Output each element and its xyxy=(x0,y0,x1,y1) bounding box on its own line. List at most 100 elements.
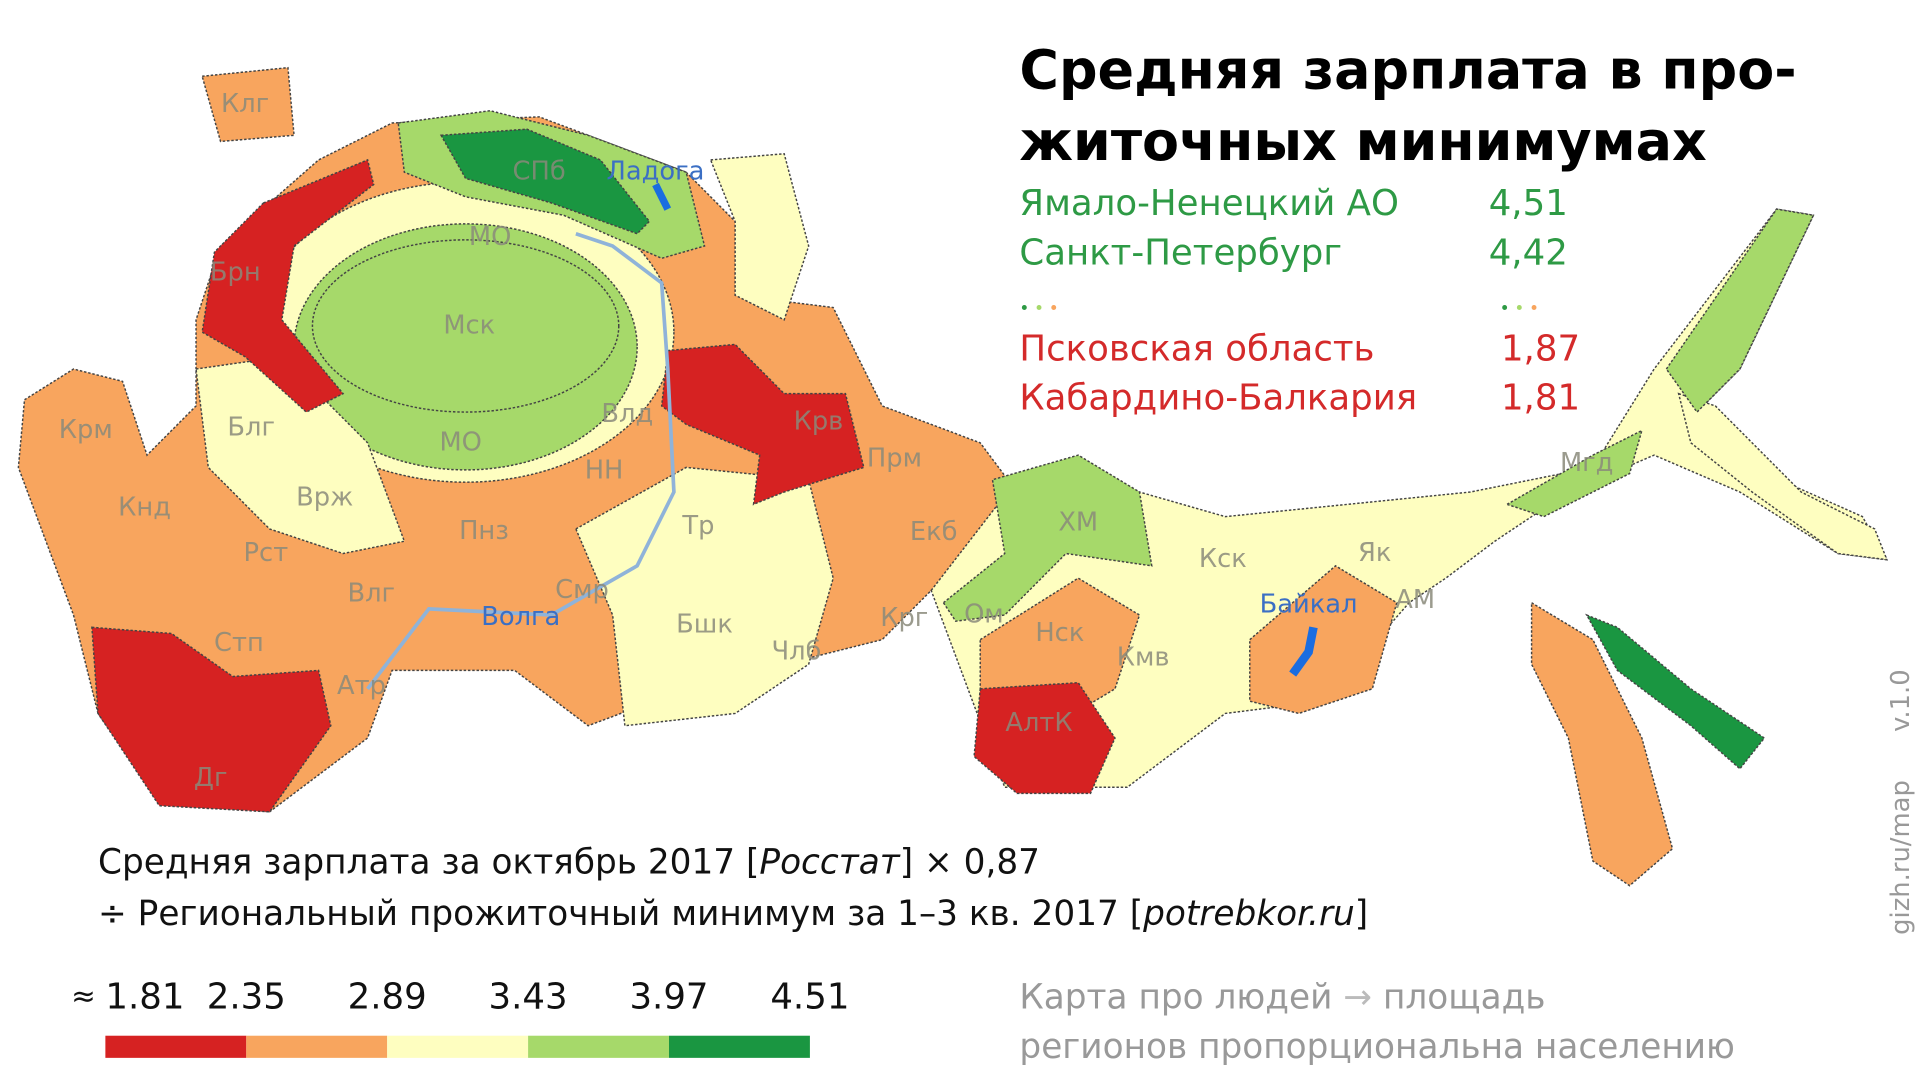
region xyxy=(660,343,865,506)
region xyxy=(1677,392,1889,561)
region xyxy=(1249,564,1398,715)
region-label: Брн xyxy=(210,258,261,288)
footnote: Средняя зарплата за октябрь 2017 [Росста… xyxy=(98,842,1040,882)
region-label: Ом xyxy=(964,600,1004,630)
region-label: МО xyxy=(469,222,511,252)
top-name: Санкт-Петербург xyxy=(1019,232,1342,273)
region-label: Стп xyxy=(214,628,264,658)
top-name: Кабардино-Балкария xyxy=(1019,378,1417,419)
side-note-text: регионов пропорциональна населению xyxy=(1019,1027,1734,1067)
region-label: Смр xyxy=(555,575,609,605)
legend-swatch xyxy=(105,1035,247,1058)
region-label: Кнд xyxy=(118,492,171,522)
region-label: Бшк xyxy=(676,609,733,639)
region-label: Тр xyxy=(681,511,714,541)
region-label: Крг xyxy=(880,603,928,633)
footnote-text: ] × 0,87 xyxy=(900,842,1040,882)
legend-swatch xyxy=(246,1035,388,1058)
region-label: Кск xyxy=(1199,544,1247,574)
title: Средняя зарплата в про- xyxy=(1019,38,1796,101)
region xyxy=(942,454,1153,622)
legend-tick: 4.51 xyxy=(770,977,849,1018)
region-label: Атр xyxy=(337,671,386,701)
top-value: 4,51 xyxy=(1489,183,1568,224)
region xyxy=(574,466,834,727)
region-label: Клг xyxy=(221,89,269,119)
region xyxy=(311,239,620,413)
water-label: Волга xyxy=(481,602,560,632)
legend-swatch xyxy=(668,1035,810,1058)
footnote-text: ÷ Региональный прожиточный минимум за 1–… xyxy=(98,894,1143,934)
region-label: Влд xyxy=(601,399,653,429)
region-label: Кмв xyxy=(1117,643,1170,673)
region-label: АМ xyxy=(1395,585,1435,615)
region xyxy=(439,128,651,235)
region-label: Дг xyxy=(194,763,228,793)
region xyxy=(201,158,375,413)
legend: ≈1.81 2.35 2.89 3.43 3.97 4.51 xyxy=(71,977,849,1058)
top-value: 1,87 xyxy=(1501,328,1580,369)
map: Клг СПб Ладога МО Брн Мск Крм Блг Влд Кр… xyxy=(17,66,1889,887)
region xyxy=(709,152,810,321)
river xyxy=(366,231,676,690)
side-note-text: площадь xyxy=(1383,978,1546,1018)
region xyxy=(195,355,406,555)
legend-swatch xyxy=(387,1035,529,1058)
region-label: Як xyxy=(1358,538,1391,568)
region-label: СПб xyxy=(513,157,566,187)
side-note-text: Карта про людей xyxy=(1019,978,1332,1018)
region xyxy=(1585,613,1766,770)
lake xyxy=(1289,626,1318,677)
top-value: 4,42 xyxy=(1489,232,1568,273)
footnote-source: potrebkor.ru xyxy=(1142,894,1355,934)
top-name: Псковская область xyxy=(1019,328,1374,369)
footnote: ÷ Региональный прожиточный минимум за 1–… xyxy=(98,894,1368,934)
region-label: Екб xyxy=(910,517,958,547)
footnote-text: ] xyxy=(1355,894,1368,934)
legend-tick: 2.89 xyxy=(348,977,427,1018)
region xyxy=(973,681,1116,795)
region-label: НН xyxy=(585,456,624,486)
region-label: МО xyxy=(439,427,481,457)
region-label: Прм xyxy=(867,443,922,473)
region-label: ХМ xyxy=(1058,507,1098,537)
water-label: Байкал xyxy=(1260,590,1358,620)
region-label: Влг xyxy=(347,579,395,609)
region-label: Врж xyxy=(296,483,353,513)
top-name: Ямало-Ненецкий АО xyxy=(1019,183,1399,224)
footnote-text: Средняя зарплата за октябрь 2017 [ xyxy=(98,842,759,882)
region xyxy=(1505,429,1644,518)
region xyxy=(1530,601,1674,887)
lake xyxy=(652,182,672,211)
title: житочных минимумах xyxy=(1019,110,1707,173)
top-value: 1,81 xyxy=(1501,378,1580,419)
region xyxy=(91,626,332,813)
region-label: Блг xyxy=(227,413,275,443)
region-label: Мгд xyxy=(1560,448,1613,478)
legend-tick: 2.35 xyxy=(207,977,286,1018)
legend-prefix: ≈ xyxy=(71,979,96,1013)
legend-tick: 1.81 xyxy=(105,977,184,1018)
water-label: Ладога xyxy=(607,157,705,187)
footnote-source: Росстат xyxy=(759,842,900,882)
region xyxy=(1665,208,1815,414)
credit: gizh.ru/map xyxy=(1886,780,1916,935)
region-label: Мск xyxy=(443,310,495,340)
region-label: Пнз xyxy=(459,516,509,546)
arrow: → xyxy=(1332,978,1383,1018)
region xyxy=(201,66,295,143)
version: v.1.0 xyxy=(1886,669,1916,732)
side-note: Карта про людей → площадь xyxy=(1019,978,1545,1018)
legend-tick: 3.97 xyxy=(629,977,708,1018)
region-label: Нск xyxy=(1035,618,1084,648)
top-list: Ямало-Ненецкий АО 4,51 Санкт-Петербург 4,42… xyxy=(1019,183,1580,418)
legend-tick: 3.43 xyxy=(489,977,568,1018)
region-label: Крв xyxy=(794,406,844,436)
region-label: Рст xyxy=(244,538,289,568)
legend-swatch xyxy=(528,1035,669,1058)
region-label: Члб xyxy=(771,636,821,666)
ellipsis xyxy=(1021,305,1537,310)
region-label: Крм xyxy=(59,415,113,445)
region-label: АлтК xyxy=(1005,708,1072,738)
